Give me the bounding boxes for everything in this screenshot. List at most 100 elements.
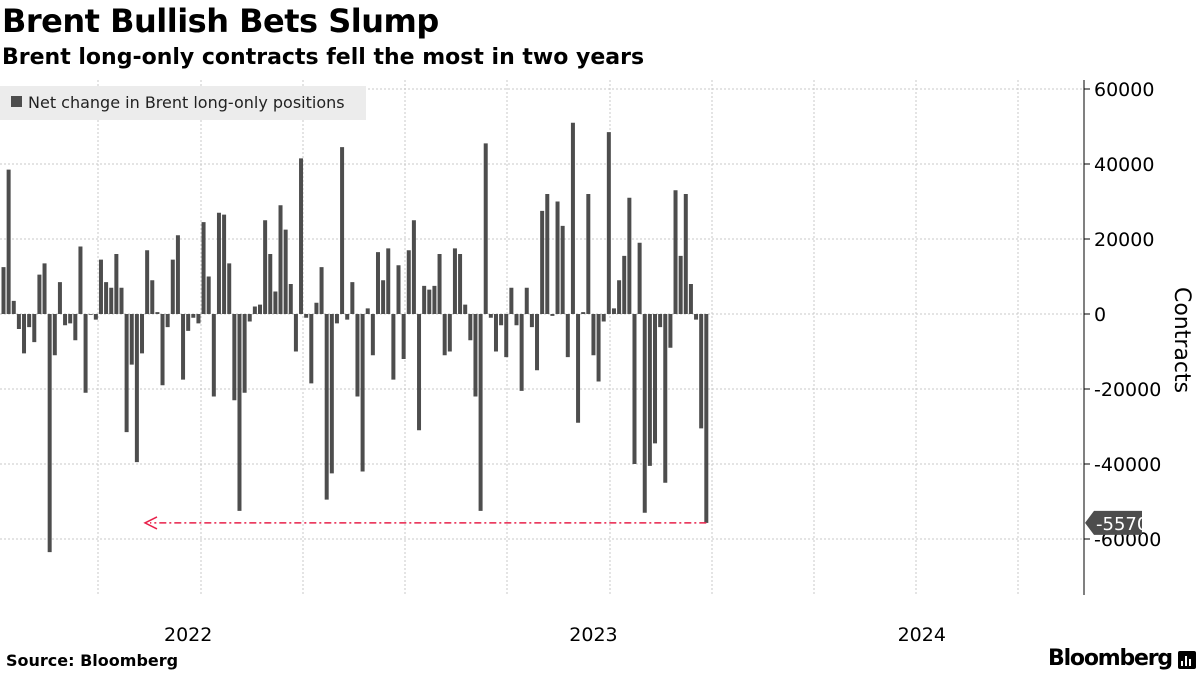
bar — [232, 314, 237, 401]
bar — [222, 214, 227, 314]
bar — [386, 248, 391, 314]
bar — [52, 314, 57, 356]
y-tick-label: -40000 — [1094, 454, 1161, 476]
bar — [417, 314, 422, 431]
bar — [637, 242, 642, 314]
bar — [216, 212, 221, 314]
bar — [314, 302, 319, 314]
bar — [581, 312, 586, 314]
bar — [473, 314, 478, 397]
bar — [329, 314, 334, 474]
bar — [129, 314, 134, 365]
bar — [355, 314, 360, 397]
bar — [519, 314, 524, 391]
bar — [478, 314, 483, 511]
bar — [319, 267, 324, 314]
bar — [124, 314, 129, 433]
bar — [483, 143, 488, 314]
bar — [437, 254, 442, 314]
x-tick-label: 2022 — [164, 624, 212, 646]
bar — [227, 263, 232, 314]
bar — [350, 282, 355, 314]
bar — [109, 287, 114, 314]
bar — [309, 314, 314, 384]
bar — [201, 222, 206, 314]
bar — [370, 314, 375, 356]
bar — [324, 314, 329, 500]
bar — [683, 194, 688, 314]
bar — [504, 314, 509, 358]
bar — [586, 194, 591, 314]
bar — [237, 314, 242, 511]
bar-series — [1, 122, 709, 553]
bar — [391, 314, 396, 380]
bar — [535, 314, 540, 371]
bar — [493, 314, 498, 352]
bar — [247, 314, 252, 322]
bar — [16, 314, 21, 329]
x-tick-label: 2024 — [898, 624, 946, 646]
bar — [42, 263, 47, 314]
bar — [653, 314, 658, 444]
bloomberg-chart-icon — [1178, 651, 1196, 669]
legend-label: Net change in Brent long-only positions — [28, 93, 345, 112]
bar — [606, 132, 611, 314]
bar — [396, 265, 401, 314]
bar — [242, 314, 247, 393]
bar — [663, 314, 668, 483]
bar — [704, 314, 709, 523]
bar — [278, 205, 283, 314]
bar — [596, 314, 601, 382]
bar — [509, 287, 514, 314]
bar — [678, 255, 683, 314]
y-tick-label: 20000 — [1094, 229, 1154, 251]
bloomberg-logo: Bloomberg — [1048, 646, 1173, 671]
bar — [658, 314, 663, 328]
bar — [78, 246, 83, 314]
y-tick-label: 60000 — [1094, 79, 1154, 101]
bar — [529, 314, 534, 328]
bar — [27, 314, 32, 328]
bar — [140, 314, 145, 354]
callout-box — [1085, 510, 1142, 535]
bar — [642, 314, 647, 513]
bar — [293, 314, 298, 352]
bar — [411, 220, 416, 314]
callout-label: -55708 — [1096, 514, 1160, 535]
bar — [68, 314, 73, 324]
bar — [447, 314, 452, 352]
bar — [252, 306, 257, 314]
bar — [632, 314, 637, 464]
bar — [565, 314, 570, 358]
bar — [360, 314, 365, 472]
bar — [263, 220, 268, 314]
bar — [93, 314, 98, 320]
bar — [540, 210, 545, 314]
bar — [83, 314, 88, 393]
bar — [375, 252, 380, 314]
bar — [258, 304, 262, 314]
bar — [488, 314, 493, 318]
bar — [611, 308, 616, 314]
bar — [622, 255, 627, 314]
bar — [499, 314, 504, 326]
bar — [165, 314, 170, 328]
bar — [22, 314, 27, 354]
bar — [160, 314, 165, 386]
x-axis: 2022 2023 2024 — [164, 624, 946, 646]
bar — [63, 314, 68, 326]
bar — [514, 314, 519, 326]
bar — [283, 229, 288, 314]
legend-background — [0, 86, 366, 120]
bar — [550, 314, 555, 316]
bar — [560, 225, 565, 314]
bar — [181, 314, 186, 380]
bar — [114, 254, 119, 314]
bar — [601, 314, 606, 322]
legend-swatch — [11, 96, 22, 107]
bar — [570, 122, 575, 314]
callout-arrowhead — [143, 516, 158, 530]
bar — [673, 190, 678, 314]
bar — [1, 267, 6, 314]
